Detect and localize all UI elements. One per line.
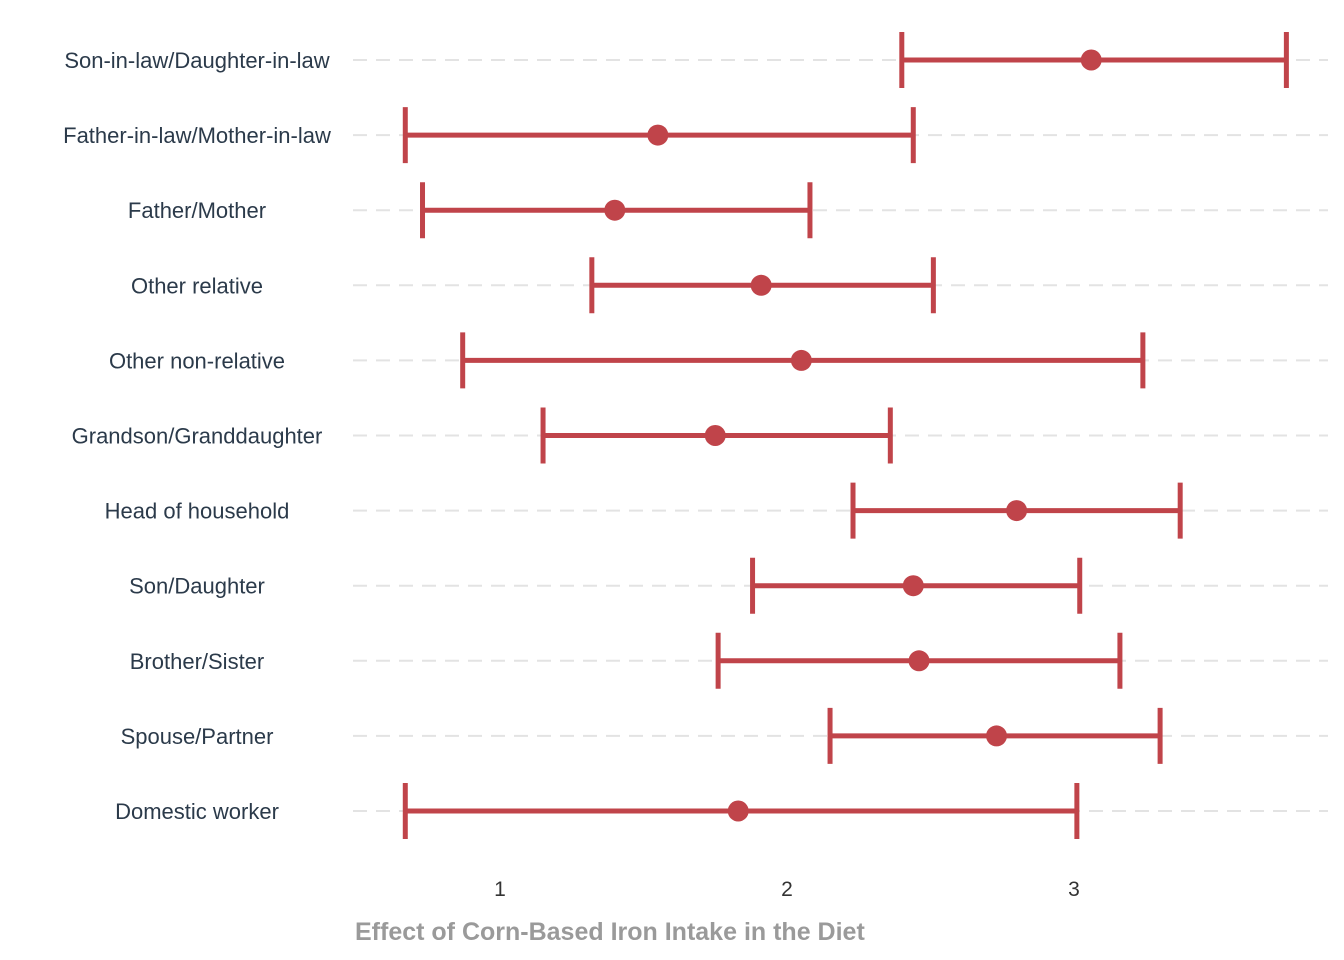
x-axis-title: Effect of Corn-Based Iron Intake in the … bbox=[355, 918, 865, 946]
category-label: Other relative bbox=[131, 273, 263, 298]
point-estimate bbox=[604, 199, 626, 221]
point-estimate bbox=[902, 575, 924, 597]
point-estimate bbox=[1080, 49, 1102, 71]
point-estimate bbox=[727, 800, 749, 822]
x-axis-ticks: 1 2 3 bbox=[494, 878, 1080, 901]
category-label: Other non-relative bbox=[109, 348, 285, 373]
point-estimate bbox=[986, 725, 1008, 747]
category-label: Father/Mother bbox=[128, 198, 266, 223]
x-tick-label: 3 bbox=[1068, 878, 1080, 901]
category-label: Father-in-law/Mother-in-law bbox=[63, 123, 331, 148]
category-label: Son-in-law/Daughter-in-law bbox=[64, 48, 329, 73]
category-label: Head of household bbox=[105, 499, 290, 524]
category-label: Brother/Sister bbox=[130, 649, 265, 674]
point-estimates bbox=[604, 49, 1102, 822]
point-estimate bbox=[647, 124, 669, 146]
point-estimate bbox=[704, 425, 726, 446]
x-tick-label: 1 bbox=[494, 878, 506, 901]
category-label: Domestic worker bbox=[115, 799, 279, 824]
point-estimate bbox=[750, 274, 772, 296]
category-labels: Son-in-law/Daughter-in-law Father-in-law/… bbox=[63, 48, 331, 824]
category-label: Grandson/Granddaughter bbox=[72, 424, 323, 449]
category-label: Son/Daughter bbox=[129, 574, 265, 599]
x-tick-label: 2 bbox=[781, 878, 793, 901]
point-estimate bbox=[790, 349, 812, 371]
point-estimate bbox=[1006, 500, 1028, 522]
point-estimate bbox=[908, 650, 930, 672]
category-label: Spouse/Partner bbox=[121, 724, 274, 749]
